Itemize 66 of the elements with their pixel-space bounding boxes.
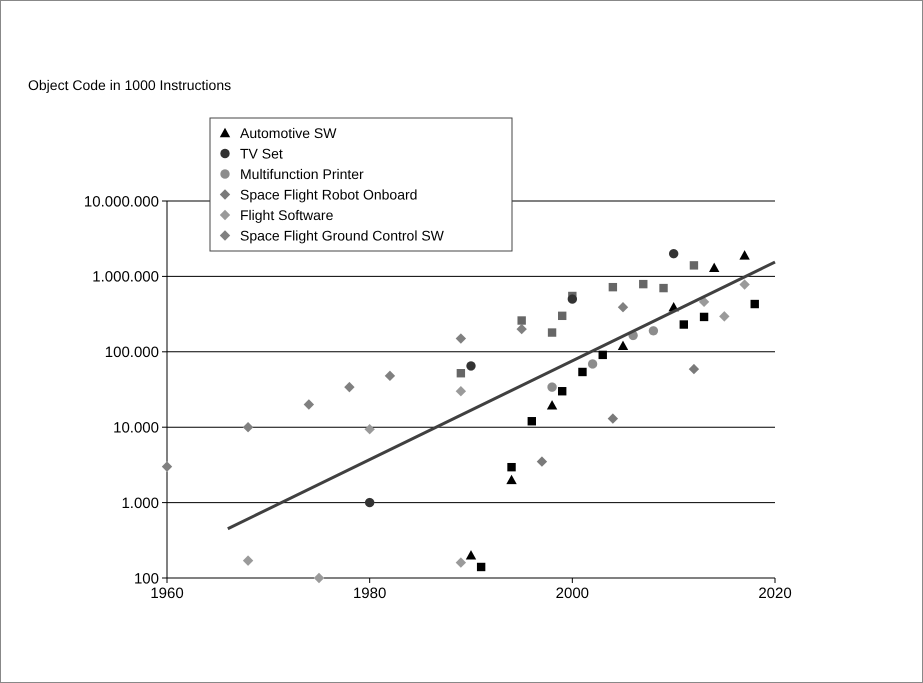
point (648, 326, 658, 336)
point (739, 279, 750, 290)
point (680, 320, 688, 329)
point (719, 311, 730, 322)
point (466, 550, 476, 560)
point (739, 250, 750, 260)
y-tick-label: 1.000 (121, 494, 159, 512)
y-tick-label: 10.000 (113, 419, 159, 436)
point (506, 474, 517, 484)
point (242, 422, 254, 432)
point (659, 284, 668, 292)
point (466, 361, 476, 371)
point (456, 333, 466, 344)
point (568, 294, 578, 304)
point (304, 399, 314, 410)
point (242, 555, 254, 566)
point (690, 261, 698, 270)
legend-label: TV Set (240, 145, 283, 162)
legend-label: Space Flight Robot Onboard (240, 186, 418, 202)
point (456, 369, 466, 378)
y-tick-label: 100.000 (104, 344, 159, 362)
point (547, 382, 557, 392)
point (507, 462, 516, 472)
legend-label: Automotive SW (240, 124, 338, 141)
point (668, 249, 678, 258)
point (639, 280, 648, 288)
point (558, 387, 566, 396)
x-tick-label: 2020 (758, 585, 792, 602)
y-tick-label: 100 (134, 570, 159, 588)
point (364, 498, 374, 508)
point (384, 370, 396, 382)
point (588, 359, 598, 369)
point (608, 282, 618, 292)
point (578, 368, 587, 376)
legend-label: Flight Software (240, 206, 334, 223)
point (517, 316, 526, 325)
point (688, 364, 700, 374)
y-tick-label: 10.000.000 (84, 193, 159, 210)
point (698, 296, 710, 308)
point (750, 300, 759, 308)
point (364, 424, 375, 434)
point (608, 413, 618, 424)
point (344, 382, 355, 392)
point (548, 328, 556, 337)
text: Object Code in 1000 Instructions (28, 77, 232, 93)
point (162, 461, 172, 472)
point (709, 262, 720, 272)
point (558, 312, 566, 320)
point (536, 456, 548, 467)
point (516, 324, 527, 334)
x-tick-label: 2000 (556, 585, 590, 602)
x-tick-label: 1980 (352, 585, 386, 602)
point (476, 562, 486, 572)
point (618, 302, 628, 312)
point (528, 417, 536, 426)
point (700, 312, 708, 322)
legend-label: Multifunction Printer (240, 166, 364, 182)
y-tick-label: 1.000.000 (92, 268, 159, 286)
legend-label: Space Flight Ground Control SW (240, 227, 445, 244)
point (618, 340, 628, 350)
point (456, 557, 466, 568)
point (598, 350, 607, 360)
x-tick-label: 1960 (150, 585, 184, 602)
point (314, 572, 324, 584)
point (546, 400, 558, 410)
point (456, 386, 466, 396)
